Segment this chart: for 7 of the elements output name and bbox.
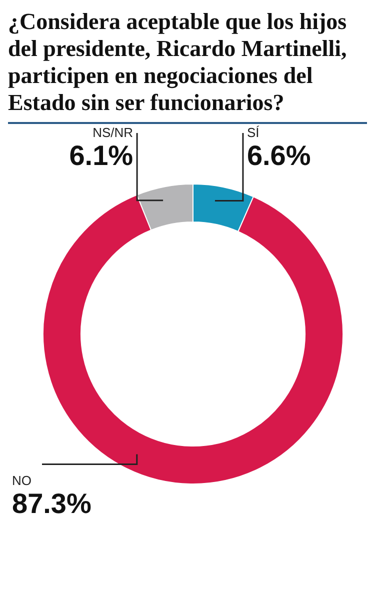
slice-label: NO [12, 473, 32, 488]
data-label: 6.6% [246, 140, 311, 171]
slice-label: SÍ [246, 125, 260, 140]
chart-title: ¿Considera aceptable que los hijos del presidente, Ricardo Martinelli, participen en negociaciones del Estado sin ser funcionarios? [8, 8, 348, 117]
data-label: 6.1% [69, 140, 134, 171]
slice-label: NS/NR [92, 125, 134, 140]
data-label: 87.3% [12, 488, 92, 519]
